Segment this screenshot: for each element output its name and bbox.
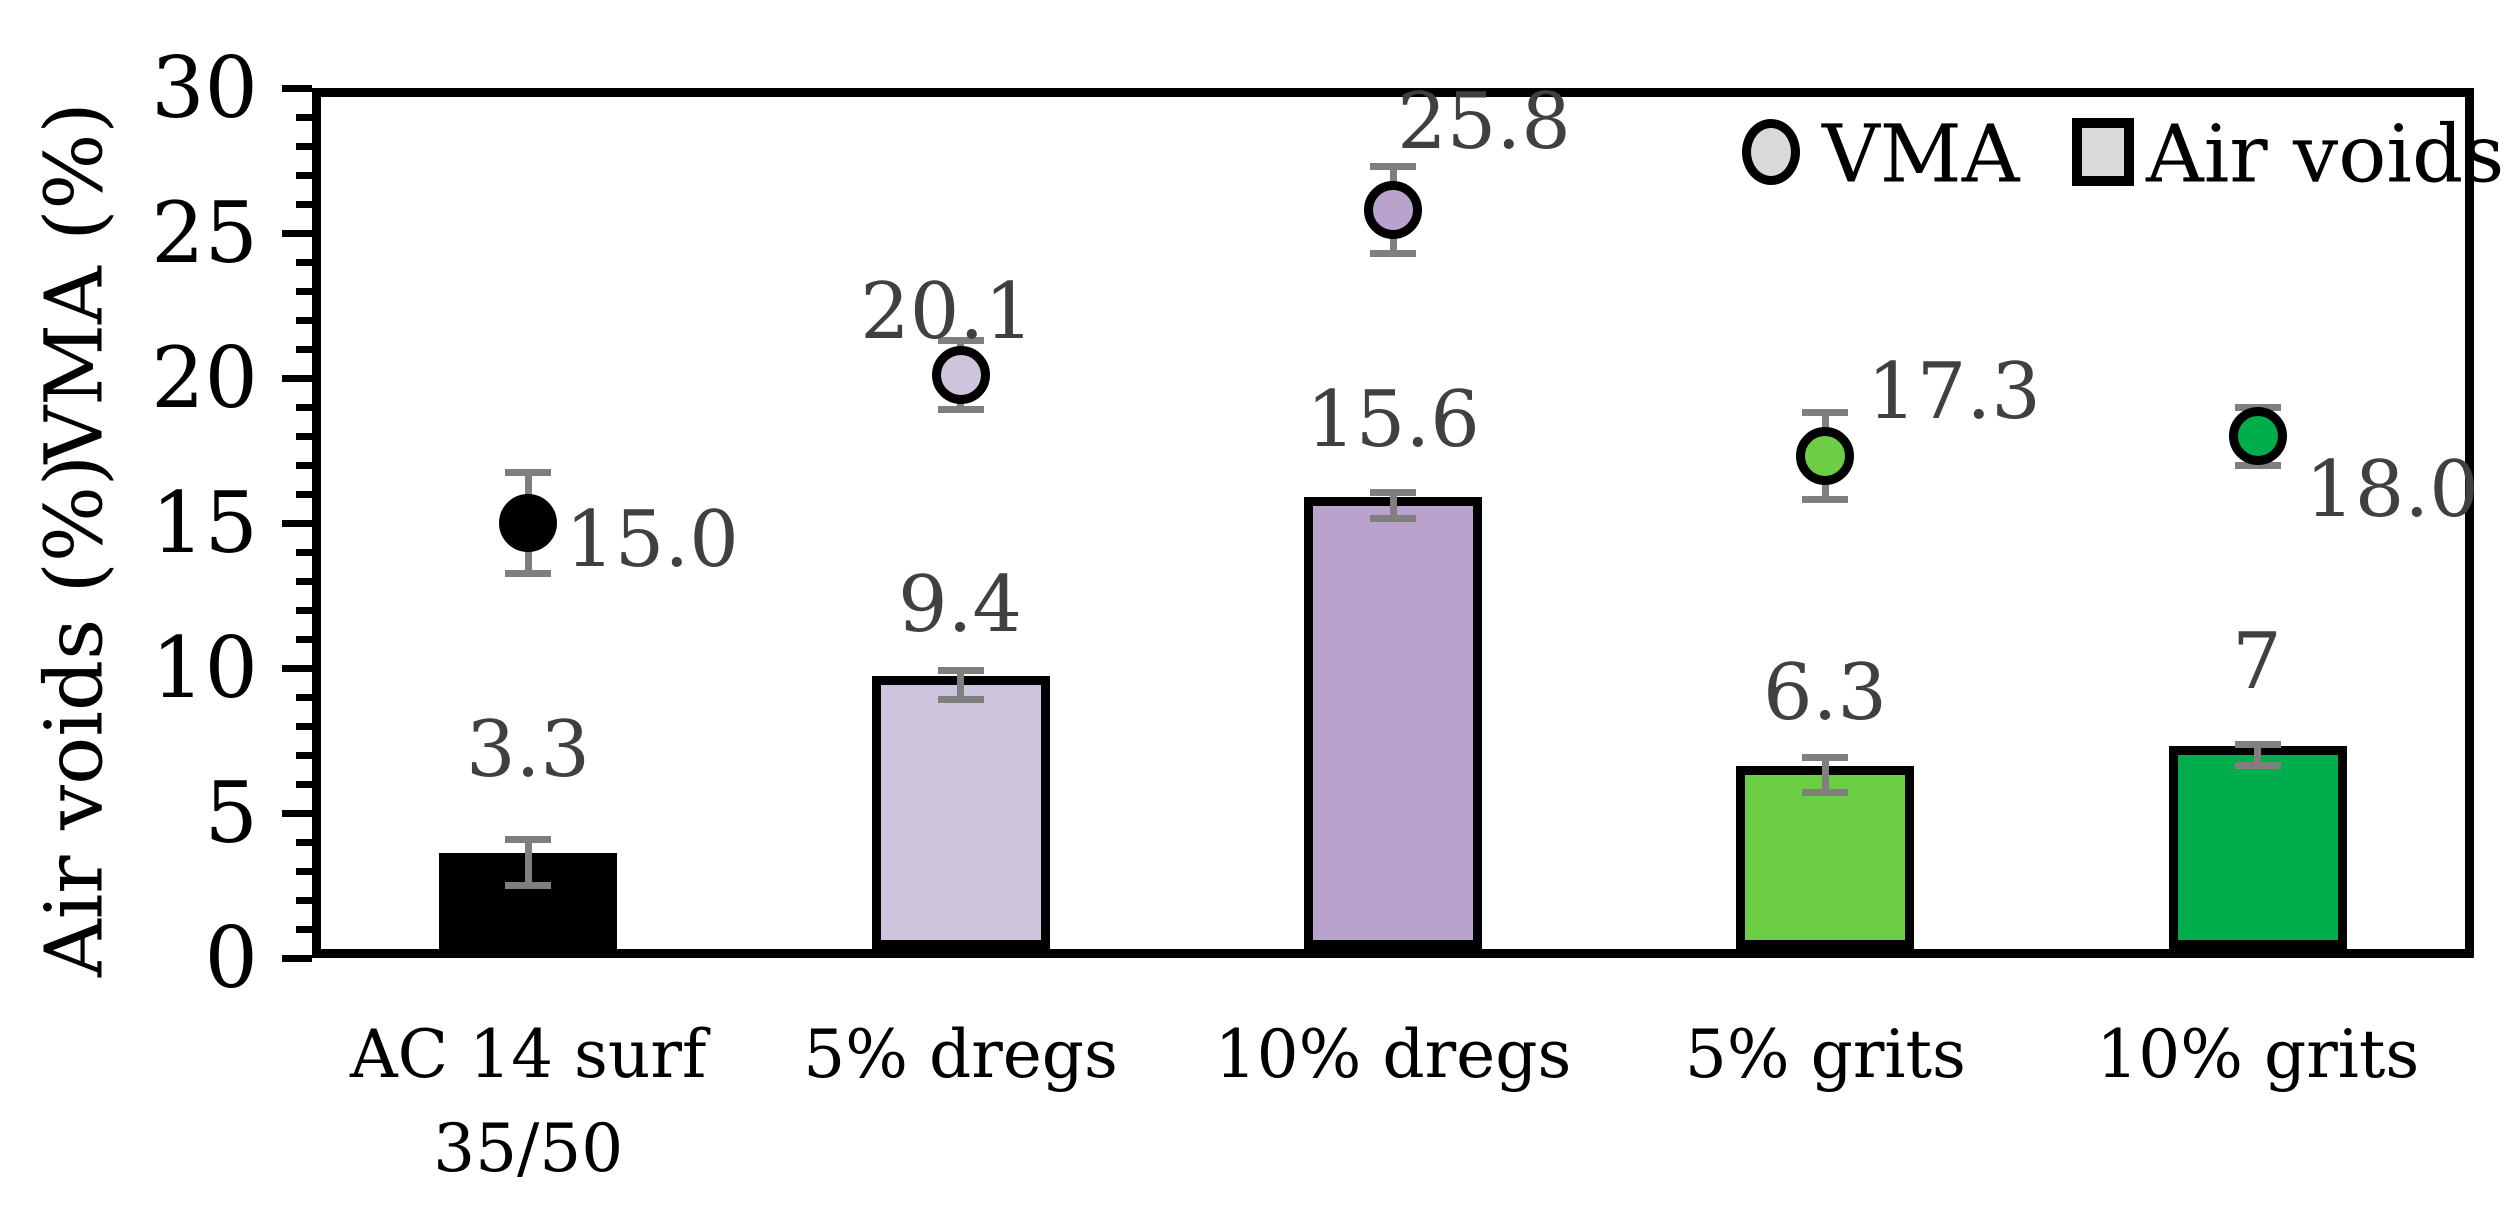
y-tick-label: 10: [151, 619, 258, 717]
bar-error-line: [2254, 744, 2262, 766]
data-label-vma: 25.8: [1397, 77, 1571, 167]
bar-air-voids: [1736, 766, 1915, 949]
bar-error-cap-top: [2234, 741, 2281, 749]
y-minor-tick: [296, 461, 312, 469]
data-label-vma: 20.1: [860, 267, 1034, 357]
y-major-tick: [282, 809, 312, 817]
bar-error-line: [1389, 492, 1397, 519]
y-tick-label: 20: [151, 329, 258, 427]
point-vma: [1364, 180, 1422, 239]
point-vma: [931, 346, 990, 405]
y-major-tick: [282, 519, 312, 527]
bar-error-line: [957, 670, 965, 700]
point-vma: [2228, 407, 2287, 465]
bar-error-cap-bottom: [2234, 761, 2281, 769]
point-error-cap-bottom: [2234, 461, 2281, 469]
bar-air-voids: [1304, 496, 1482, 949]
y-minor-tick: [296, 287, 312, 295]
bar-error-line: [1821, 757, 1829, 793]
data-label-air-voids: 6.3: [1762, 648, 1888, 738]
y-tick-label: 30: [151, 39, 258, 137]
data-label-air-voids: 9.4: [897, 560, 1023, 650]
point-vma: [1796, 427, 1855, 486]
bar-error-line: [524, 839, 532, 886]
legend-vma-circle-icon: [1742, 119, 1800, 185]
bar-error-cap-top: [937, 667, 984, 675]
legend-air-voids-square-icon: [2072, 118, 2134, 186]
y-tick-label: 15: [151, 474, 258, 572]
y-minor-tick: [296, 751, 312, 759]
plot-area: [312, 88, 2474, 958]
bar-error-cap-bottom: [1802, 789, 1849, 797]
data-label-air-voids: 15.6: [1306, 375, 1480, 465]
bar-air-voids: [2168, 746, 2347, 949]
y-minor-tick: [296, 867, 312, 875]
x-tick-label: 5% dregs: [803, 1016, 1118, 1093]
x-tick-label: AC 14 surf 35/50: [349, 1016, 707, 1187]
y-minor-tick: [296, 722, 312, 730]
y-tick-label: 25: [151, 184, 258, 282]
bar-error-cap-bottom: [937, 696, 984, 704]
data-label-air-voids: 7: [2232, 617, 2282, 707]
y-minor-tick: [296, 490, 312, 498]
y-minor-tick: [296, 142, 312, 150]
data-label-vma: 18.0: [2305, 445, 2479, 535]
y-major-tick: [282, 374, 312, 382]
point-error-cap-bottom: [1370, 249, 1416, 257]
y-minor-tick: [296, 403, 312, 411]
bar-error-cap-top: [1370, 489, 1416, 497]
data-label-vma: 17.3: [1867, 347, 2041, 437]
x-tick-label: 10% dregs: [1214, 1016, 1572, 1093]
y-minor-tick: [296, 635, 312, 643]
y-major-tick: [282, 954, 312, 962]
y-minor-tick: [296, 200, 312, 208]
y-minor-tick: [296, 925, 312, 933]
x-tick-label: 5% grits: [1684, 1016, 1966, 1093]
data-label-vma: 15.0: [565, 495, 739, 585]
y-minor-tick: [296, 258, 312, 266]
y-minor-tick: [296, 838, 312, 846]
y-tick-label: 0: [204, 909, 258, 1007]
y-minor-tick: [296, 171, 312, 179]
y-tick-label: 5: [204, 764, 258, 862]
y-minor-tick: [296, 113, 312, 121]
y-minor-tick: [296, 345, 312, 353]
point-error-cap-top: [937, 336, 984, 344]
legend-vma-label: VMA: [1822, 107, 2020, 201]
point-vma: [499, 494, 558, 552]
point-error-cap-bottom: [1802, 496, 1849, 504]
x-tick-label: 10% grits: [2096, 1016, 2420, 1093]
point-error-cap-top: [1370, 162, 1416, 170]
y-minor-tick: [296, 432, 312, 440]
bar-air-voids: [871, 676, 1050, 949]
y-minor-tick: [296, 316, 312, 324]
point-error-cap-top: [505, 468, 552, 476]
y-minor-tick: [296, 780, 312, 788]
bar-error-cap-top: [505, 835, 552, 843]
y-minor-tick: [296, 896, 312, 904]
y-minor-tick: [296, 606, 312, 614]
point-error-cap-bottom: [937, 406, 984, 414]
bar-error-cap-bottom: [1370, 515, 1416, 523]
y-minor-tick: [296, 693, 312, 701]
point-error-cap-bottom: [505, 570, 552, 578]
bar-error-cap-bottom: [505, 882, 552, 889]
y-minor-tick: [296, 548, 312, 556]
y-major-tick: [282, 84, 312, 92]
y-major-tick: [282, 664, 312, 672]
legend-air-voids-label: Air voids: [2146, 107, 2505, 201]
point-error-cap-top: [1802, 409, 1849, 417]
y-major-tick: [282, 229, 312, 237]
bar-error-cap-top: [1802, 754, 1849, 762]
data-label-air-voids: 3.3: [465, 705, 591, 795]
y-minor-tick: [296, 577, 312, 585]
